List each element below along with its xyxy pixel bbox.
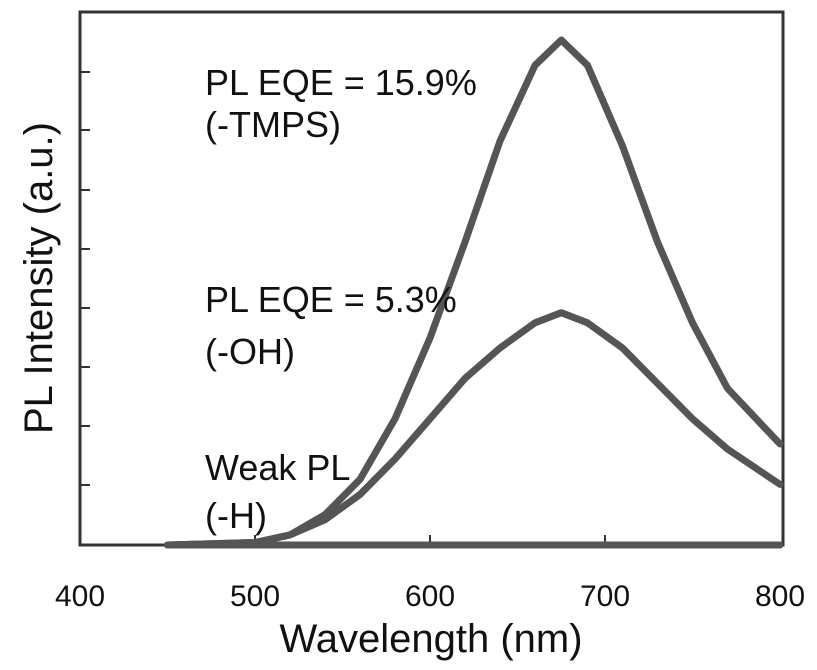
annotation-2: Weak PL (-H) — [205, 447, 350, 536]
annotation-0-line1: PL EQE = 15.9% — [205, 62, 477, 103]
x-tick-label-400: 400 — [55, 580, 105, 613]
annotation-0: PL EQE = 15.9%(-TMPS) — [205, 62, 477, 145]
annotation-2-line1: Weak PL — [205, 447, 350, 488]
x-ticks: 400 500 600 700 800 — [55, 535, 805, 613]
x-tick-label-800: 800 — [755, 580, 805, 613]
x-tick-label-500: 500 — [230, 580, 280, 613]
series-group — [164, 36, 784, 549]
series-line-1 — [164, 309, 784, 549]
annotations-group: PL EQE = 15.9%(-TMPS) PL EQE = 5.3% (-OH) W… — [205, 62, 477, 536]
y-ticks — [80, 71, 90, 486]
y-axis-label: PL Intensity (a.u.) — [17, 122, 61, 434]
annotation-1-line2: (-OH) — [205, 331, 295, 372]
x-tick-label-700: 700 — [580, 580, 630, 613]
x-tick-label-600: 600 — [405, 580, 455, 613]
annotation-1-line1: PL EQE = 5.3% — [205, 279, 457, 320]
annotation-2-line2: (-H) — [205, 495, 267, 536]
x-axis-label: Wavelength (nm) — [279, 617, 582, 661]
annotation-1: PL EQE = 5.3% (-OH) — [205, 279, 457, 372]
annotation-0-line2: (-TMPS) — [205, 104, 341, 145]
